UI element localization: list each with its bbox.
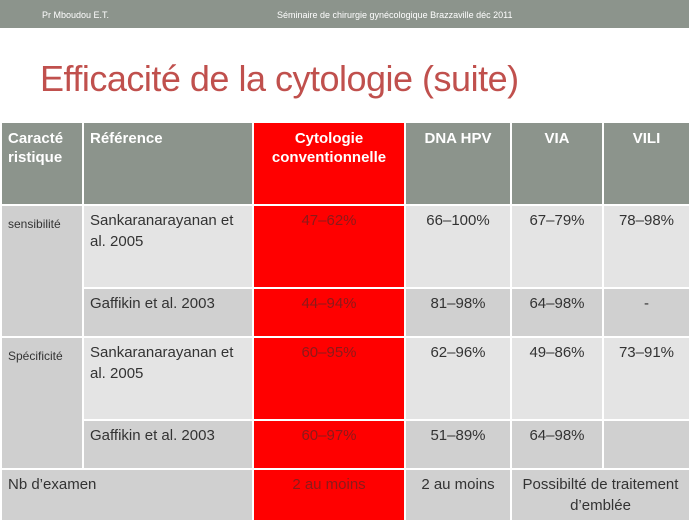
- header-vili: VILI: [602, 121, 689, 206]
- table-header-row: Caracté ristique Référence Cytologie con…: [0, 121, 689, 206]
- group-specificite: Spécificité: [0, 336, 84, 470]
- slide-header-bar: Pr Mboudou E.T. Séminaire de chirurgie g…: [0, 0, 689, 28]
- footer-via-vili: Possibilté de traitement d’emblée: [510, 468, 689, 522]
- slide-title: Efficacité de la cytologie (suite): [40, 58, 519, 99]
- footer-label: Nb d’examen: [0, 468, 254, 522]
- cell-dna-hpv: 51–89%: [404, 419, 512, 470]
- cell-vili: [602, 419, 689, 470]
- table-footer-row: Nb d’examen 2 au moins 2 au moins Possib…: [0, 468, 689, 522]
- table-row: sensibilité Sankaranarayanan et al. 2005…: [0, 204, 689, 338]
- header-reference: Référence: [82, 121, 254, 206]
- cell-via: 49–86%: [510, 336, 604, 421]
- cell-reference: Gaffikin et al. 2003: [82, 287, 254, 338]
- cell-via: 67–79%: [510, 204, 604, 289]
- header-dna-hpv: DNA HPV: [404, 121, 512, 206]
- header-via: VIA: [510, 121, 604, 206]
- cell-vili: -: [602, 287, 689, 338]
- table-row: Spécificité Sankaranarayanan et al. 2005…: [0, 336, 689, 470]
- cell-dna-hpv: 62–96%: [404, 336, 512, 421]
- cell-vili: 78–98%: [602, 204, 689, 289]
- cell-dna-hpv: 81–98%: [404, 287, 512, 338]
- cell-via: 64–98%: [510, 287, 604, 338]
- cell-reference: Sankaranarayanan et al. 2005: [82, 204, 254, 289]
- group-sensibilite: sensibilité: [0, 204, 84, 338]
- cytology-efficacy-table: Caracté ristique Référence Cytologie con…: [0, 121, 689, 522]
- cell-via: 64–98%: [510, 419, 604, 470]
- seminar-title: Séminaire de chirurgie gynécologique Bra…: [277, 10, 513, 20]
- author-name: Pr Mboudou E.T.: [42, 10, 110, 20]
- cell-cytologie: 47–62%: [252, 204, 406, 289]
- header-cytologie: Cytologie conventionnelle: [252, 121, 406, 206]
- table-row: Gaffikin et al. 2003 44–94% 81–98% 64–98…: [1, 287, 689, 338]
- cell-dna-hpv: 66–100%: [404, 204, 512, 289]
- footer-cytologie: 2 au moins: [252, 468, 406, 522]
- cell-vili: 73–91%: [602, 336, 689, 421]
- table-row: Gaffikin et al. 2003 60–97% 51–89% 64–98…: [1, 419, 689, 470]
- cell-cytologie: 60–95%: [252, 336, 406, 421]
- cell-cytologie: 60–97%: [252, 419, 406, 470]
- cell-reference: Sankaranarayanan et al. 2005: [82, 336, 254, 421]
- cell-reference: Gaffikin et al. 2003: [82, 419, 254, 470]
- cell-cytologie: 44–94%: [252, 287, 406, 338]
- footer-dna-hpv: 2 au moins: [404, 468, 512, 522]
- header-caracteristique: Caracté ristique: [0, 121, 84, 206]
